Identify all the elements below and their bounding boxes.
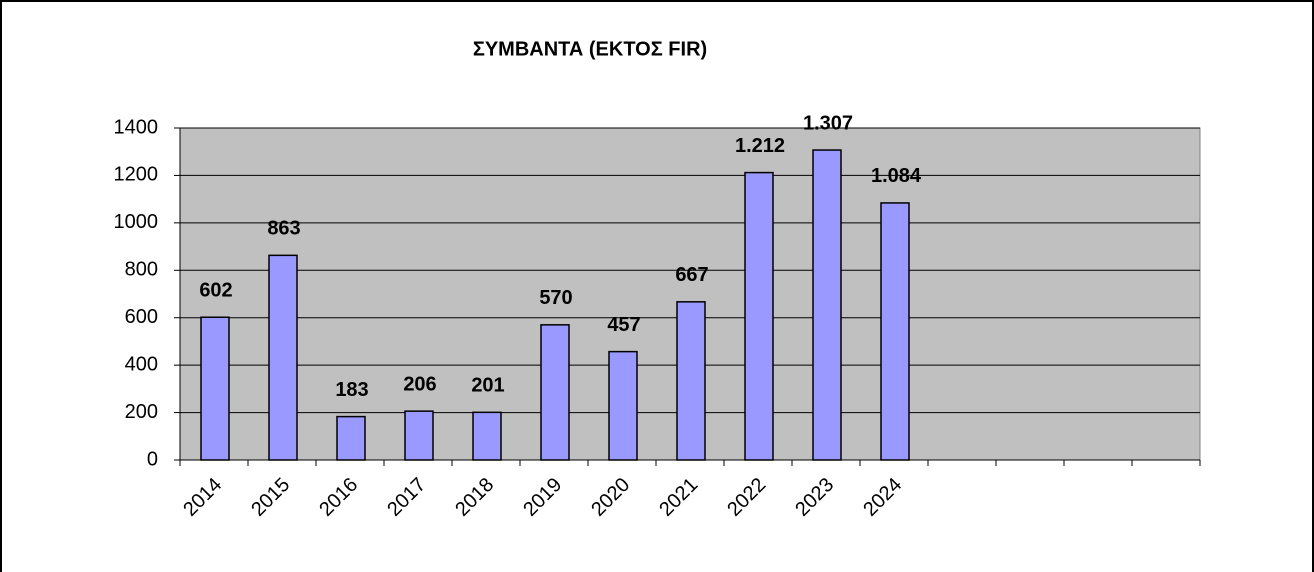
- y-tick-label: 200: [125, 401, 158, 423]
- value-label: 602: [199, 280, 232, 302]
- x-tick-label: 2023: [791, 474, 838, 521]
- chart-title: ΣΥΜΒΑΝΤΑ (ΕΚΤΟΣ FIR): [473, 38, 707, 60]
- bar: [812, 149, 842, 461]
- value-label: 1.212: [735, 135, 785, 157]
- x-tick-label: 2015: [247, 474, 294, 521]
- x-tick-label: 2020: [587, 474, 634, 521]
- bar: [744, 171, 774, 461]
- value-label: 570: [539, 287, 572, 309]
- bar: [200, 316, 230, 461]
- y-tick-label: 1400: [114, 116, 159, 138]
- bar: [268, 254, 298, 461]
- value-label: 667: [675, 264, 708, 286]
- bar: [880, 202, 910, 461]
- bar: [676, 301, 706, 461]
- x-tick-label: 2019: [519, 474, 566, 521]
- value-label: 1.307: [803, 112, 853, 134]
- x-tick-label: 2014: [179, 474, 226, 521]
- x-tick-label: 2018: [451, 474, 498, 521]
- y-tick-label: 1000: [114, 211, 159, 233]
- value-label: 457: [607, 314, 640, 336]
- x-tick-label: 2021: [655, 474, 702, 521]
- value-label: 201: [471, 375, 504, 397]
- bar: [608, 350, 638, 461]
- x-tick-label: 2016: [315, 474, 362, 521]
- y-tick-label: 400: [125, 353, 158, 375]
- x-tick-label: 2024: [859, 474, 906, 521]
- value-label: 183: [335, 379, 368, 401]
- bar: [472, 411, 502, 461]
- bar: [336, 415, 366, 461]
- x-tick-label: 2017: [383, 474, 430, 521]
- bar: [404, 410, 434, 461]
- value-label: 1.084: [871, 165, 922, 187]
- y-tick-label: 0: [147, 448, 158, 470]
- y-tick-label: 800: [125, 259, 158, 281]
- y-tick-label: 1200: [114, 164, 159, 186]
- bar: [540, 324, 570, 461]
- value-label: 206: [403, 373, 436, 395]
- x-tick-label: 2022: [723, 474, 770, 521]
- y-tick-label: 600: [125, 306, 158, 328]
- value-label: 863: [267, 218, 300, 240]
